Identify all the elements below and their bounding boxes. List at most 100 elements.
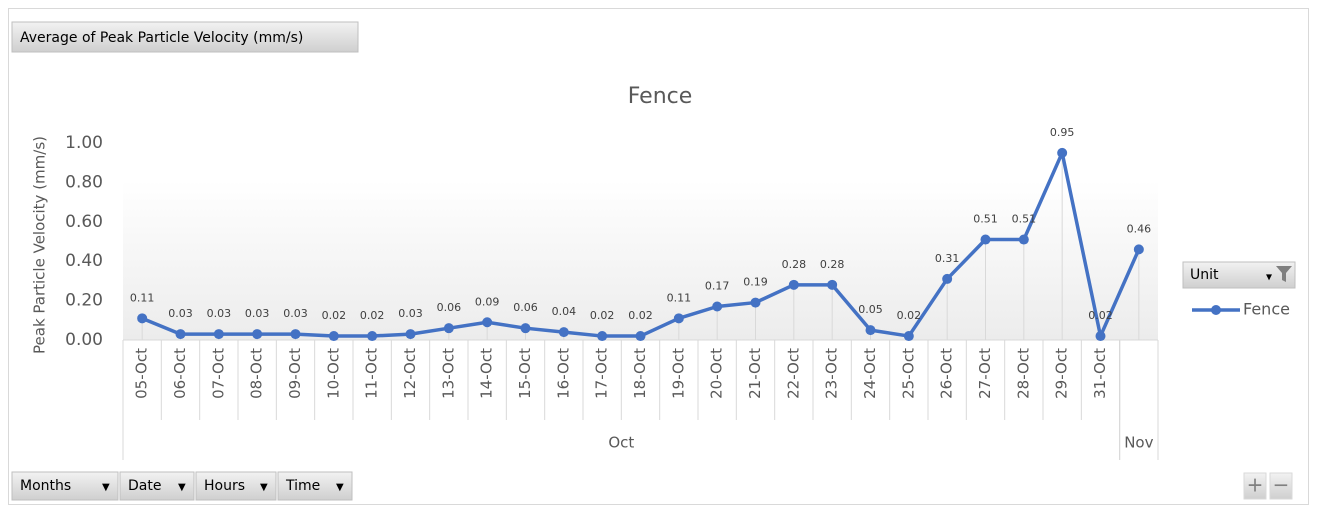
data-label: 0.02 bbox=[590, 309, 615, 322]
x-tick-label: 05-Oct bbox=[133, 348, 151, 399]
x-tick-label: 13-Oct bbox=[439, 348, 457, 399]
marker bbox=[1133, 244, 1144, 255]
marker bbox=[750, 297, 761, 308]
x-tick-label: 08-Oct bbox=[248, 348, 266, 399]
axis-button[interactable]: Hours ▼ bbox=[195, 471, 277, 501]
marker bbox=[252, 329, 263, 340]
legend-button-label: Unit bbox=[1190, 267, 1219, 283]
axis-button-label: Hours bbox=[204, 478, 245, 494]
field-button-label: Average of Peak Particle Velocity (mm/s) bbox=[20, 30, 303, 46]
legend-button[interactable]: Unit ▾ bbox=[1182, 261, 1296, 289]
x-tick-label: 24-Oct bbox=[861, 348, 879, 399]
y-tick-label: 0.60 bbox=[65, 212, 103, 232]
y-tick-label: 0.40 bbox=[65, 251, 103, 271]
legend-marker bbox=[1211, 305, 1221, 315]
data-label: 0.31 bbox=[935, 252, 960, 265]
marker bbox=[367, 331, 378, 342]
axis-button-bg bbox=[195, 471, 277, 501]
x-tick-label: 06-Oct bbox=[171, 348, 189, 399]
legend-label: Fence bbox=[1243, 300, 1290, 319]
data-label: 0.51 bbox=[1012, 213, 1037, 226]
data-label: 0.05 bbox=[858, 303, 883, 316]
data-label: 0.04 bbox=[552, 305, 577, 318]
x-tick-label: 27-Oct bbox=[976, 348, 994, 399]
group-label: Oct bbox=[608, 434, 634, 452]
x-tick-label: 23-Oct bbox=[823, 348, 841, 399]
data-label: 0.09 bbox=[475, 295, 500, 308]
data-label: 0.03 bbox=[168, 307, 193, 320]
x-tick-label: 31-Oct bbox=[1091, 348, 1109, 399]
data-label: 0.11 bbox=[130, 291, 155, 304]
marker bbox=[827, 279, 838, 290]
marker bbox=[712, 301, 723, 312]
x-tick-label: 26-Oct bbox=[938, 348, 956, 399]
x-tick-label: 07-Oct bbox=[209, 348, 227, 399]
dropdown-arrow: ▼ bbox=[336, 482, 344, 493]
svg-text:−: − bbox=[1273, 473, 1290, 497]
axis-button[interactable]: Months ▼ bbox=[11, 471, 119, 501]
y-tick-label: 1.00 bbox=[65, 133, 103, 153]
marker bbox=[482, 317, 493, 328]
zoom-buttons[interactable]: + − bbox=[1243, 472, 1293, 500]
dropdown-arrow: ▼ bbox=[102, 482, 110, 493]
data-label: 0.51 bbox=[973, 213, 998, 226]
data-label: 0.03 bbox=[245, 307, 270, 320]
y-tick-label: 0.00 bbox=[65, 330, 103, 350]
x-tick-label: 15-Oct bbox=[516, 348, 534, 399]
svg-text:▾: ▾ bbox=[1266, 270, 1272, 284]
x-tick-label: 19-Oct bbox=[669, 348, 687, 399]
x-tick-label: 17-Oct bbox=[593, 348, 611, 399]
field-button[interactable]: Average of Peak Particle Velocity (mm/s) bbox=[11, 21, 359, 53]
data-label: 0.19 bbox=[743, 276, 768, 289]
data-label: 0.95 bbox=[1050, 126, 1075, 139]
data-label: 0.02 bbox=[322, 309, 347, 322]
marker bbox=[290, 329, 301, 340]
data-label: 0.06 bbox=[437, 301, 462, 314]
x-tick-label: 21-Oct bbox=[746, 348, 764, 399]
data-label: 0.03 bbox=[398, 307, 423, 320]
marker bbox=[942, 273, 953, 284]
axis-button-bg bbox=[11, 471, 119, 501]
marker bbox=[788, 279, 799, 290]
data-label: 0.02 bbox=[628, 309, 653, 322]
marker bbox=[1018, 234, 1029, 245]
marker bbox=[597, 331, 608, 342]
axis-button-label: Time bbox=[285, 478, 320, 494]
marker bbox=[635, 331, 646, 342]
x-tick-label: 10-Oct bbox=[324, 348, 342, 399]
data-label: 0.11 bbox=[667, 291, 692, 304]
x-tick-label: 22-Oct bbox=[784, 348, 802, 399]
data-label: 0.02 bbox=[1088, 309, 1113, 322]
y-tick-label: 0.80 bbox=[65, 172, 103, 192]
marker bbox=[175, 329, 186, 340]
dropdown-arrow: ▼ bbox=[178, 482, 186, 493]
marker bbox=[328, 331, 339, 342]
data-label: 0.03 bbox=[207, 307, 232, 320]
x-tick-label: 18-Oct bbox=[631, 348, 649, 399]
marker bbox=[520, 323, 531, 334]
marker bbox=[865, 325, 876, 336]
chart-title: Fence bbox=[628, 84, 693, 109]
axis-button-bg bbox=[119, 471, 195, 501]
x-tick-label: 14-Oct bbox=[478, 348, 496, 399]
data-label: 0.28 bbox=[782, 258, 807, 271]
y-axis-label: Peak Particle Velocity (mm/s) bbox=[31, 136, 49, 354]
x-tick-label: 09-Oct bbox=[286, 348, 304, 399]
x-tick-label: 11-Oct bbox=[363, 348, 381, 399]
axis-button[interactable]: Date ▼ bbox=[119, 471, 195, 501]
marker bbox=[558, 327, 569, 338]
axis-button-bg bbox=[277, 471, 353, 501]
marker bbox=[903, 331, 914, 342]
x-tick-label: 12-Oct bbox=[401, 348, 419, 399]
marker bbox=[1095, 331, 1106, 342]
data-label: 0.46 bbox=[1127, 222, 1152, 235]
marker bbox=[673, 313, 684, 324]
x-tick-label: 20-Oct bbox=[708, 348, 726, 399]
x-tick-label: 16-Oct bbox=[554, 348, 572, 399]
dropdown-arrow: ▼ bbox=[260, 482, 268, 493]
group-label: Nov bbox=[1124, 434, 1153, 452]
axis-button[interactable]: Time ▼ bbox=[277, 471, 353, 501]
y-tick-label: 0.20 bbox=[65, 291, 103, 311]
svg-text:+: + bbox=[1247, 473, 1264, 497]
